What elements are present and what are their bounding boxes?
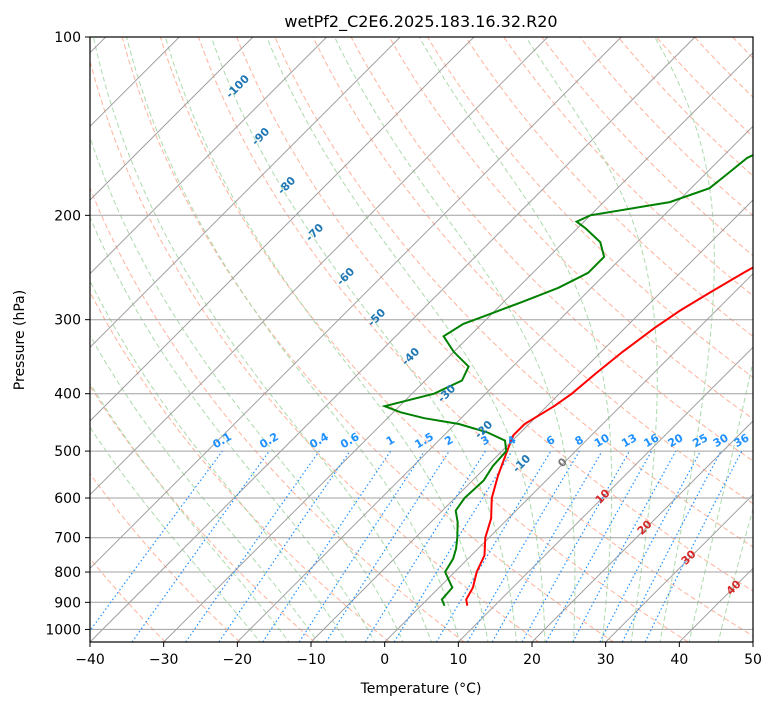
mixing-ratio-line — [545, 450, 653, 642]
y-tick-label: 500 — [54, 444, 81, 460]
isotherm-line — [531, 420, 753, 642]
grid-layer — [90, 37, 775, 642]
dry-adiabat-line — [465, 37, 753, 338]
mixing-ratio-line — [572, 450, 677, 642]
isotherm-line — [605, 493, 753, 642]
dry-adiabat-line — [579, 37, 753, 217]
moist-adiabat-line — [90, 426, 261, 642]
dewpoint-profile — [381, 154, 753, 607]
isotherm-line — [90, 37, 549, 496]
y-tick-label: 400 — [54, 387, 81, 403]
mixing-ratio-line — [521, 450, 631, 642]
y-tick-label: 700 — [54, 531, 81, 547]
mixing-ratio-line — [325, 450, 450, 642]
x-tick-label: −40 — [75, 652, 105, 668]
y-tick-label: 900 — [54, 595, 81, 611]
mixing-ratio-line — [90, 450, 223, 632]
dry-adiabat-line — [503, 37, 753, 297]
isotherm-line — [90, 37, 696, 642]
y-axis: 100 200 300 400 500 600 700 800 900 1000 — [45, 30, 90, 638]
x-tick-label: 30 — [597, 652, 615, 668]
isotherm-line — [163, 51, 753, 642]
dry-adiabat-line — [274, 37, 753, 548]
x-tick-label: 10 — [449, 652, 467, 668]
x-tick-label: −10 — [296, 652, 326, 668]
isotherm-line — [90, 37, 622, 570]
temperature-profile — [465, 266, 753, 606]
x-tick-label: 40 — [670, 652, 688, 668]
moist-adiabat-line — [90, 382, 290, 642]
x-tick-label: −20 — [223, 652, 253, 668]
dry-adiabat-line — [90, 59, 540, 642]
isotherm-line — [752, 641, 753, 642]
mixing-ratio-line — [298, 450, 425, 642]
isotherm-line — [90, 37, 328, 275]
plot-background — [90, 37, 753, 642]
isotherm-line — [236, 125, 753, 642]
isotherm-line — [457, 346, 753, 642]
chart-title: wetPf2_C2E6.2025.183.16.32.R20 — [284, 12, 557, 32]
dry-adiabat-line — [90, 384, 316, 642]
dry-adiabat-line — [350, 37, 753, 462]
series-layer — [381, 154, 753, 607]
dry-adiabat-line — [236, 37, 753, 592]
y-tick-label: 600 — [54, 491, 81, 507]
mixing-ratio-line — [262, 450, 392, 642]
mixing-ratio-line — [131, 450, 270, 642]
dry-adiabat-line — [656, 37, 753, 138]
mixing-ratio-line — [644, 450, 743, 642]
isotherm-line — [90, 37, 254, 201]
dry-adiabat-line — [159, 37, 689, 642]
dry-adiabat-line — [121, 37, 614, 642]
x-axis: −40 −30 −20 −10 0 10 20 30 40 50 — [75, 642, 762, 668]
dry-adiabat-line — [771, 37, 775, 642]
dry-adiabat-line — [388, 37, 753, 420]
plot-frame — [89, 36, 754, 643]
x-tick-label: 0 — [380, 652, 389, 668]
dry-adiabat-line — [312, 37, 753, 505]
mixing-ratio-line — [218, 450, 351, 642]
x-axis-label: Temperature (°C) — [360, 681, 482, 697]
y-tick-label: 1000 — [45, 622, 81, 638]
x-tick-label: −30 — [149, 652, 179, 668]
isotherm-line — [90, 37, 475, 422]
y-tick-label: 300 — [54, 313, 81, 329]
y-axis-label: Pressure (hPa) — [12, 290, 28, 390]
moist-adiabat-line — [92, 37, 432, 642]
mixing-ratio-line — [185, 450, 320, 642]
y-tick-label: 100 — [54, 30, 81, 46]
y-tick-label: 800 — [54, 565, 81, 581]
mixing-ratio-line — [393, 450, 513, 642]
dry-adiabat-line — [90, 291, 390, 642]
dry-adiabat-line — [198, 37, 753, 637]
isotherm-line — [90, 37, 401, 349]
dry-adiabat-line — [90, 186, 465, 642]
x-tick-label: 20 — [523, 652, 541, 668]
isotherm-line — [310, 199, 753, 642]
y-tick-label: 200 — [54, 208, 81, 224]
x-tick-label: 50 — [744, 652, 762, 668]
